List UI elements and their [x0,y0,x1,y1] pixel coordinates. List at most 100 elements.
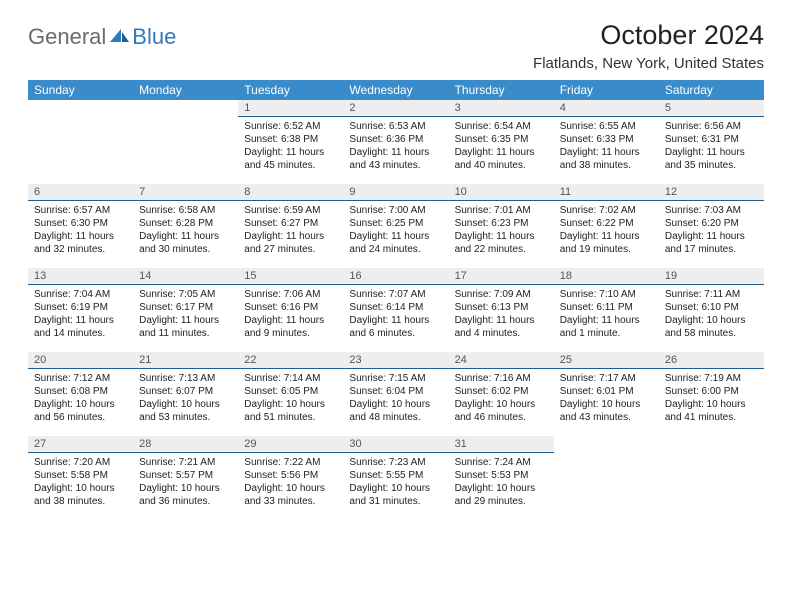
day-details: Sunrise: 6:55 AMSunset: 6:33 PMDaylight:… [554,117,659,174]
sunrise-text: Sunrise: 7:07 AM [349,288,442,301]
day-details: Sunrise: 7:24 AMSunset: 5:53 PMDaylight:… [449,453,554,510]
sunset-text: Sunset: 6:22 PM [560,217,653,230]
header: General Blue October 2024 Flatlands, New… [28,20,764,72]
day-number: 13 [28,268,133,285]
daylight-text: Daylight: 11 hours and 43 minutes. [349,146,442,172]
daylight-text: Daylight: 11 hours and 6 minutes. [349,314,442,340]
weekday-header: Sunday [28,80,133,100]
day-number: 21 [133,352,238,369]
calendar-day-cell: 31Sunrise: 7:24 AMSunset: 5:53 PMDayligh… [449,436,554,520]
weekday-header: Friday [554,80,659,100]
location-text: Flatlands, New York, United States [533,55,764,72]
day-number: 30 [343,436,448,453]
daylight-text: Daylight: 10 hours and 33 minutes. [244,482,337,508]
sunset-text: Sunset: 5:56 PM [244,469,337,482]
sunset-text: Sunset: 6:27 PM [244,217,337,230]
calendar-table: SundayMondayTuesdayWednesdayThursdayFrid… [28,80,764,520]
sunset-text: Sunset: 6:16 PM [244,301,337,314]
day-number: 26 [659,352,764,369]
sunrise-text: Sunrise: 6:57 AM [34,204,127,217]
day-number: 19 [659,268,764,285]
day-details: Sunrise: 7:22 AMSunset: 5:56 PMDaylight:… [238,453,343,510]
calendar-day-cell: 29Sunrise: 7:22 AMSunset: 5:56 PMDayligh… [238,436,343,520]
day-details: Sunrise: 6:58 AMSunset: 6:28 PMDaylight:… [133,201,238,258]
calendar-week-row: 6Sunrise: 6:57 AMSunset: 6:30 PMDaylight… [28,184,764,268]
weekday-header: Wednesday [343,80,448,100]
calendar-day-cell: 18Sunrise: 7:10 AMSunset: 6:11 PMDayligh… [554,268,659,352]
day-details: Sunrise: 6:53 AMSunset: 6:36 PMDaylight:… [343,117,448,174]
calendar-day-cell: 5Sunrise: 6:56 AMSunset: 6:31 PMDaylight… [659,100,764,184]
day-details: Sunrise: 7:11 AMSunset: 6:10 PMDaylight:… [659,285,764,342]
sunrise-text: Sunrise: 7:04 AM [34,288,127,301]
sunrise-text: Sunrise: 6:55 AM [560,120,653,133]
calendar-day-cell: 12Sunrise: 7:03 AMSunset: 6:20 PMDayligh… [659,184,764,268]
day-details: Sunrise: 7:02 AMSunset: 6:22 PMDaylight:… [554,201,659,258]
calendar-week-row: 13Sunrise: 7:04 AMSunset: 6:19 PMDayligh… [28,268,764,352]
day-details: Sunrise: 7:04 AMSunset: 6:19 PMDaylight:… [28,285,133,342]
sunset-text: Sunset: 5:58 PM [34,469,127,482]
day-number: 23 [343,352,448,369]
brand-logo: General Blue [28,20,176,50]
calendar-day-cell [133,100,238,184]
sunrise-text: Sunrise: 7:23 AM [349,456,442,469]
daylight-text: Daylight: 11 hours and 1 minute. [560,314,653,340]
sunrise-text: Sunrise: 7:11 AM [665,288,758,301]
day-number: 16 [343,268,448,285]
empty-day [28,100,133,116]
daylight-text: Daylight: 11 hours and 38 minutes. [560,146,653,172]
calendar-day-cell: 6Sunrise: 6:57 AMSunset: 6:30 PMDaylight… [28,184,133,268]
daylight-text: Daylight: 10 hours and 43 minutes. [560,398,653,424]
day-details: Sunrise: 7:13 AMSunset: 6:07 PMDaylight:… [133,369,238,426]
calendar-day-cell: 28Sunrise: 7:21 AMSunset: 5:57 PMDayligh… [133,436,238,520]
sunrise-text: Sunrise: 7:15 AM [349,372,442,385]
day-details: Sunrise: 7:12 AMSunset: 6:08 PMDaylight:… [28,369,133,426]
day-number: 18 [554,268,659,285]
sunset-text: Sunset: 6:05 PM [244,385,337,398]
calendar-week-row: 1Sunrise: 6:52 AMSunset: 6:38 PMDaylight… [28,100,764,184]
day-number: 24 [449,352,554,369]
day-details: Sunrise: 7:09 AMSunset: 6:13 PMDaylight:… [449,285,554,342]
sunrise-text: Sunrise: 7:16 AM [455,372,548,385]
sunset-text: Sunset: 6:08 PM [34,385,127,398]
day-number: 27 [28,436,133,453]
day-number: 6 [28,184,133,201]
sunrise-text: Sunrise: 6:52 AM [244,120,337,133]
day-details: Sunrise: 7:10 AMSunset: 6:11 PMDaylight:… [554,285,659,342]
day-number: 3 [449,100,554,117]
day-details: Sunrise: 7:17 AMSunset: 6:01 PMDaylight:… [554,369,659,426]
sunset-text: Sunset: 6:14 PM [349,301,442,314]
day-number: 8 [238,184,343,201]
day-details: Sunrise: 7:00 AMSunset: 6:25 PMDaylight:… [343,201,448,258]
title-block: October 2024 Flatlands, New York, United… [533,20,764,72]
day-details: Sunrise: 6:59 AMSunset: 6:27 PMDaylight:… [238,201,343,258]
day-number: 2 [343,100,448,117]
calendar-week-row: 27Sunrise: 7:20 AMSunset: 5:58 PMDayligh… [28,436,764,520]
calendar-day-cell: 7Sunrise: 6:58 AMSunset: 6:28 PMDaylight… [133,184,238,268]
calendar-day-cell [28,100,133,184]
sunrise-text: Sunrise: 7:01 AM [455,204,548,217]
weekday-header-row: SundayMondayTuesdayWednesdayThursdayFrid… [28,80,764,100]
day-details: Sunrise: 7:01 AMSunset: 6:23 PMDaylight:… [449,201,554,258]
day-details: Sunrise: 6:54 AMSunset: 6:35 PMDaylight:… [449,117,554,174]
calendar-day-cell: 26Sunrise: 7:19 AMSunset: 6:00 PMDayligh… [659,352,764,436]
calendar-day-cell: 14Sunrise: 7:05 AMSunset: 6:17 PMDayligh… [133,268,238,352]
calendar-day-cell: 2Sunrise: 6:53 AMSunset: 6:36 PMDaylight… [343,100,448,184]
daylight-text: Daylight: 10 hours and 36 minutes. [139,482,232,508]
sunrise-text: Sunrise: 6:54 AM [455,120,548,133]
sunset-text: Sunset: 5:53 PM [455,469,548,482]
day-details: Sunrise: 7:14 AMSunset: 6:05 PMDaylight:… [238,369,343,426]
day-details: Sunrise: 7:16 AMSunset: 6:02 PMDaylight:… [449,369,554,426]
sunrise-text: Sunrise: 7:00 AM [349,204,442,217]
calendar-day-cell: 10Sunrise: 7:01 AMSunset: 6:23 PMDayligh… [449,184,554,268]
sunset-text: Sunset: 6:04 PM [349,385,442,398]
daylight-text: Daylight: 11 hours and 27 minutes. [244,230,337,256]
calendar-day-cell: 19Sunrise: 7:11 AMSunset: 6:10 PMDayligh… [659,268,764,352]
calendar-day-cell: 15Sunrise: 7:06 AMSunset: 6:16 PMDayligh… [238,268,343,352]
sunset-text: Sunset: 6:23 PM [455,217,548,230]
day-number: 29 [238,436,343,453]
sunset-text: Sunset: 5:57 PM [139,469,232,482]
sunset-text: Sunset: 6:07 PM [139,385,232,398]
sunrise-text: Sunrise: 7:19 AM [665,372,758,385]
day-details: Sunrise: 7:19 AMSunset: 6:00 PMDaylight:… [659,369,764,426]
sunset-text: Sunset: 6:11 PM [560,301,653,314]
